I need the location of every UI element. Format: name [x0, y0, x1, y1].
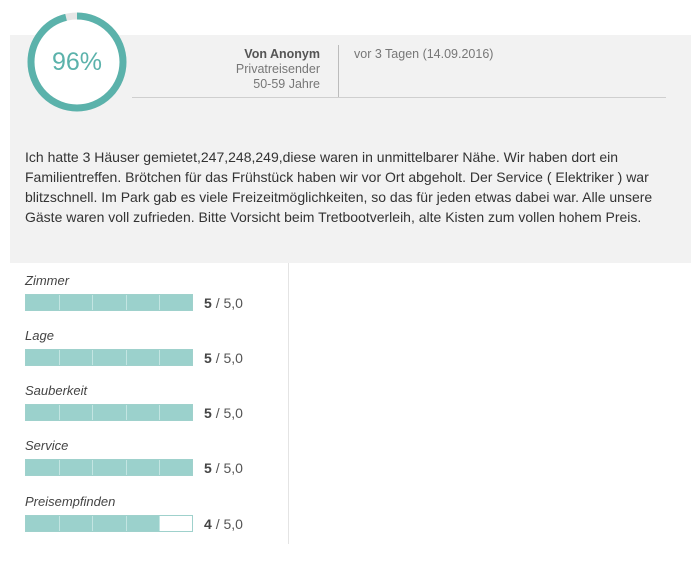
ratings-divider: [288, 263, 289, 544]
rating-zimmer: Zimmer 5 / 5,0: [25, 273, 285, 323]
rating-fill: [26, 405, 192, 420]
score-percent: 96%: [51, 48, 103, 76]
rating-segment-divider: [59, 405, 61, 420]
rating-sauberkeit: Sauberkeit 5 / 5,0: [25, 383, 285, 433]
rating-score: 5 / 5,0: [204, 294, 243, 312]
rating-segment-divider: [158, 405, 160, 420]
rating-fill: [26, 350, 192, 365]
author-name: Von Anonym: [244, 47, 320, 61]
rating-segment-divider: [59, 350, 61, 365]
rating-bar: [25, 515, 193, 532]
rating-bar: [25, 349, 193, 366]
rating-bar: [25, 294, 193, 311]
score-ring-graphic: [27, 12, 127, 112]
review-date: vor 3 Tagen (14.09.2016): [354, 47, 494, 61]
rating-bar: [25, 404, 193, 421]
rating-value: 5: [204, 350, 212, 366]
rating-segment-divider: [92, 350, 94, 365]
rating-value: 4: [204, 516, 212, 532]
rating-segment-divider: [92, 516, 94, 531]
rating-label: Lage: [25, 328, 54, 343]
rating-fill: [26, 460, 192, 475]
rating-score: 4 / 5,0: [204, 515, 243, 533]
rating-segment-divider: [92, 295, 94, 310]
rating-bar: [25, 459, 193, 476]
rating-preisempfinden: Preisempfinden 4 / 5,0: [25, 494, 285, 544]
rating-segment-divider: [125, 405, 127, 420]
rating-segment-divider: [158, 460, 160, 475]
review-text: Ich hatte 3 Häuser gemietet,247,248,249,…: [25, 149, 653, 225]
rating-fill: [26, 295, 192, 310]
rating-max: / 5,0: [215, 350, 243, 366]
rating-segment-divider: [59, 516, 61, 531]
rating-value: 5: [204, 460, 212, 476]
rating-score: 5 / 5,0: [204, 404, 243, 422]
rating-max: / 5,0: [215, 516, 243, 532]
author-type: Privatreisender: [235, 62, 320, 76]
rating-lage: Lage 5 / 5,0: [25, 328, 285, 378]
horizontal-divider: [132, 97, 666, 98]
rating-label: Service: [25, 438, 69, 453]
rating-segment-divider: [92, 405, 94, 420]
rating-label: Zimmer: [25, 273, 70, 288]
rating-max: / 5,0: [215, 295, 243, 311]
rating-segment-divider: [92, 460, 94, 475]
rating-label: Sauberkeit: [25, 383, 88, 398]
rating-value: 5: [204, 405, 212, 421]
vertical-divider: [338, 45, 339, 98]
score-ring-arc: [27, 12, 127, 112]
rating-segment-divider: [59, 295, 61, 310]
author-info: Von Anonym Privatreisender 50-59 Jahre: [200, 47, 320, 92]
rating-value: 5: [204, 295, 212, 311]
rating-segment-divider: [158, 516, 160, 531]
rating-segment-divider: [125, 350, 127, 365]
rating-segment-divider: [59, 460, 61, 475]
rating-max: / 5,0: [215, 405, 243, 421]
author-age: 50-59 Jahre: [253, 77, 320, 91]
rating-segment-divider: [158, 295, 160, 310]
rating-service: Service 5 / 5,0: [25, 438, 285, 488]
rating-score: 5 / 5,0: [204, 459, 243, 477]
score-ring: 96%: [25, 10, 129, 114]
rating-label: Preisempfinden: [25, 494, 116, 509]
rating-max: / 5,0: [215, 460, 243, 476]
rating-segment-divider: [125, 295, 127, 310]
rating-score: 5 / 5,0: [204, 349, 243, 367]
rating-segment-divider: [158, 350, 160, 365]
rating-segment-divider: [125, 516, 127, 531]
rating-segment-divider: [125, 460, 127, 475]
